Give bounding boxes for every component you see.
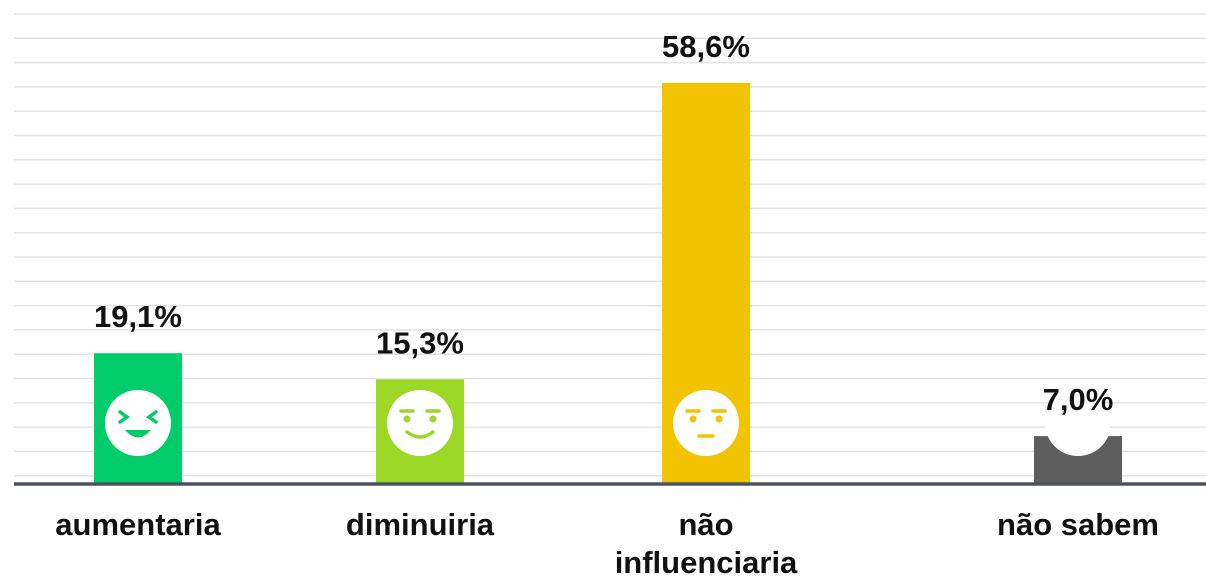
face-eye (118, 410, 131, 424)
category-label: aumentaria (55, 507, 221, 542)
face-icon (105, 390, 171, 456)
value-label: 19,1% (94, 299, 182, 334)
value-label: 15,3% (376, 325, 464, 360)
face-icon (387, 390, 453, 456)
category-label: não influenciaria (614, 507, 798, 580)
face-eye (403, 415, 411, 423)
category-label: diminuiria (345, 507, 495, 542)
category-label: não sabem (997, 507, 1159, 542)
face-eye (689, 415, 697, 423)
value-label: 58,6% (662, 29, 750, 64)
face-eye (429, 415, 437, 423)
value-label: 7,0% (1043, 382, 1114, 417)
face-eye (715, 415, 723, 423)
face-eye (145, 410, 158, 424)
face-mouth (125, 430, 151, 438)
face-icon (673, 390, 739, 456)
face-mouth (405, 430, 435, 439)
face-icon (1045, 390, 1111, 456)
